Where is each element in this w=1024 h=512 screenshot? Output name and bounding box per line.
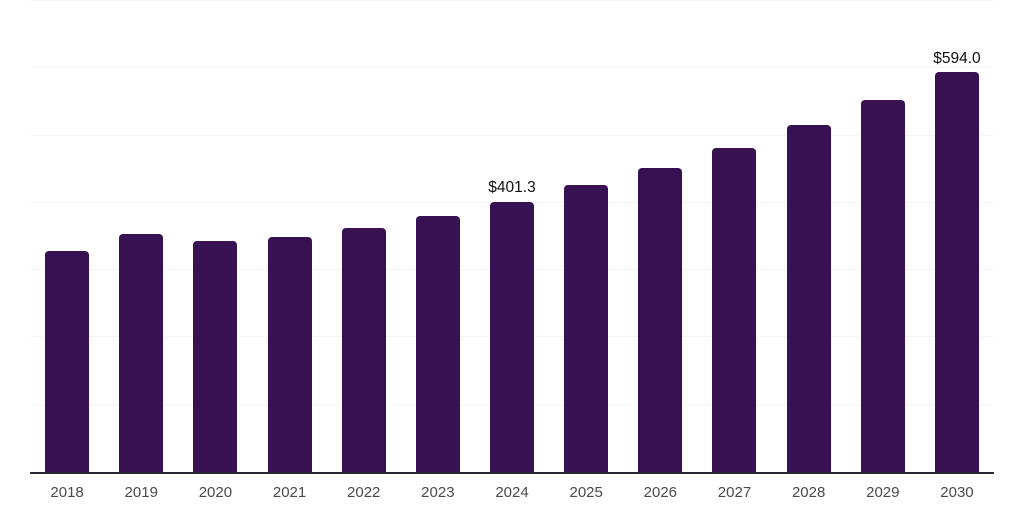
- value-label-2024: $401.3: [488, 179, 536, 197]
- x-tick-label-2028: 2028: [791, 484, 826, 501]
- bar-2029: [860, 100, 905, 472]
- bar-2025: [564, 184, 609, 472]
- gridline-600: [30, 67, 994, 69]
- bars-row: $401.3 $594.0: [30, 1, 994, 472]
- x-tick-label-2030: 2030: [940, 484, 974, 501]
- bar-slot-2026: [623, 1, 697, 472]
- value-label-2030: $594.0: [933, 49, 981, 67]
- bar-slot-2022: [327, 1, 401, 472]
- bar-slot-2021: [252, 1, 326, 472]
- x-tick-label-2022: 2022: [347, 484, 381, 501]
- bar-slot-2029: [846, 1, 920, 472]
- gridline-500: [30, 134, 994, 136]
- bar-slot-2025: [549, 1, 623, 472]
- bar-slot-2019: [104, 1, 178, 472]
- x-tick-label-2018: 2018: [50, 484, 84, 501]
- gridline-700: [30, 0, 994, 1]
- bar-2030: [934, 72, 979, 472]
- bar-slot-2018: [30, 1, 104, 472]
- x-tick-label-2026: 2026: [643, 484, 678, 501]
- bar-2018: [45, 250, 90, 472]
- bar-2024: [490, 201, 535, 472]
- x-tick-label-2025: 2025: [569, 484, 603, 501]
- x-tick-label-2020: 2020: [198, 484, 233, 501]
- x-tick-label-2021: 2021: [272, 484, 307, 501]
- plot-area: $401.3 $594.0: [30, 0, 994, 472]
- bar-2026: [638, 167, 683, 472]
- bar-2019: [119, 234, 164, 472]
- bar-slot-2030: $594.0: [920, 1, 994, 472]
- bar-2022: [341, 228, 386, 472]
- bar-2020: [193, 241, 238, 472]
- x-tick-label-2027: 2027: [717, 484, 752, 501]
- x-tick-label-2024: 2024: [495, 484, 529, 501]
- x-axis-labels: 2018 2019 2020 2021 2022 2023 2024 2025 2026 2027…: [30, 484, 994, 502]
- x-axis-line: [30, 472, 994, 474]
- x-tick-label-2029: 2029: [866, 484, 900, 501]
- x-tick-label-2023: 2023: [421, 484, 455, 501]
- bar-slot-2023: [401, 1, 475, 472]
- bar-2021: [267, 236, 312, 472]
- bar-2028: [786, 125, 831, 472]
- bar-slot-2020: [178, 1, 252, 472]
- bar-slot-2028: [772, 1, 846, 472]
- bar-2023: [415, 216, 460, 472]
- bar-2027: [712, 147, 757, 472]
- x-tick-label-2019: 2019: [124, 484, 158, 501]
- bar-slot-2024: $401.3: [475, 1, 549, 472]
- bar-slot-2027: [697, 1, 771, 472]
